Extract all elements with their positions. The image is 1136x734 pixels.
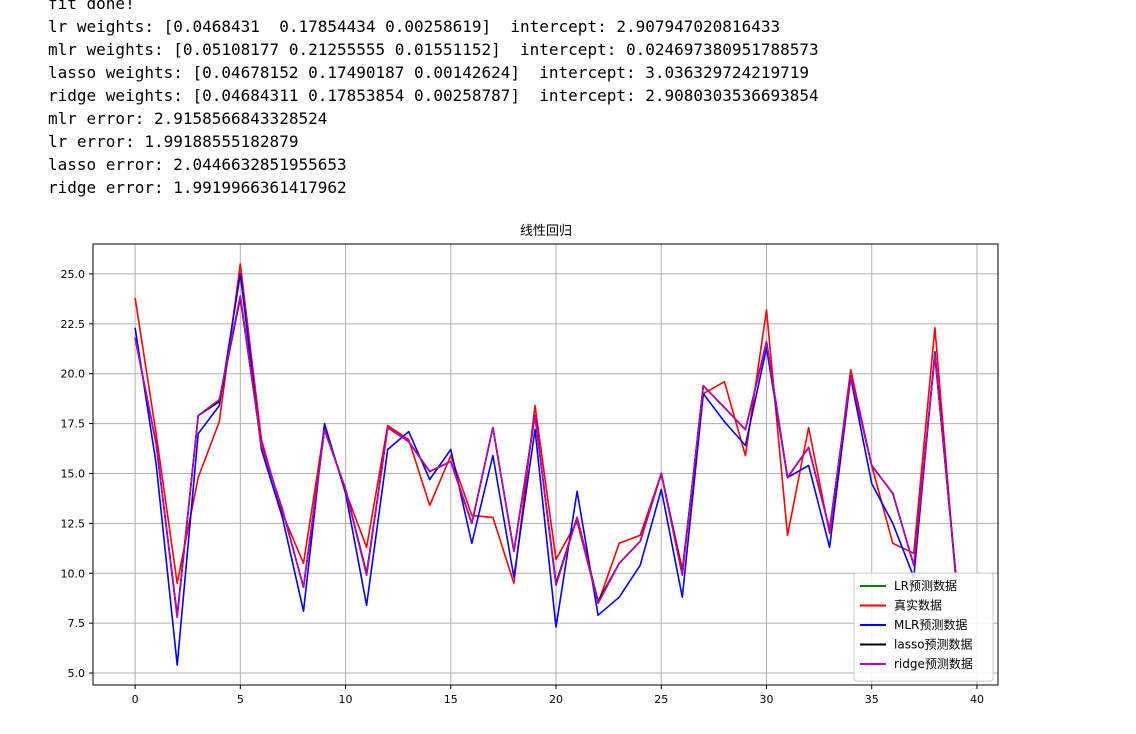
y-tick-label: 20.0 <box>61 368 86 381</box>
console-line: lasso weights: [0.04678152 0.17490187 0.… <box>48 63 809 82</box>
series-line-0 <box>134 295 957 619</box>
console-line: fit done! <box>48 0 135 13</box>
chart-figure: 线性回归 0 5 10 15 20 25 30 35 40 5.0 7.5 10.0 12.5 15.0 1… <box>0 205 1136 734</box>
y-tick-label: 5.0 <box>68 667 86 680</box>
axis-ticks: 0 5 10 15 20 25 30 35 40 5.0 7.5 10.0 12.5 15.0 17.5 20… <box>61 268 984 706</box>
console-output: fit done! lr weights: [0.0468431 0.17854… <box>48 0 1108 199</box>
y-tick-label: 7.5 <box>68 617 86 630</box>
line-chart: 线性回归 0 5 10 15 20 25 30 35 40 5.0 7.5 10.0 12.5 15.0 1… <box>61 224 999 706</box>
x-tick-label: 35 <box>865 693 879 706</box>
chart-title: 线性回归 <box>520 224 572 239</box>
legend-label: lasso预测数据 <box>894 637 973 652</box>
legend-frame <box>853 572 994 682</box>
y-tick-label: 22.5 <box>61 318 86 331</box>
series-line-4 <box>134 295 957 619</box>
console-line: ridge weights: [0.04684311 0.17853854 0.… <box>48 86 819 105</box>
y-tick-label: 12.5 <box>61 517 86 530</box>
legend-label: 真实数据 <box>894 598 942 613</box>
console-line: ridge error: 1.9919966361417962 <box>48 178 347 197</box>
x-tick-label: 0 <box>132 693 139 706</box>
series-line-1 <box>134 263 957 605</box>
console-line: mlr error: 2.9158566843328524 <box>48 109 328 128</box>
series-lines <box>134 263 957 666</box>
console-line: lr weights: [0.0468431 0.17854434 0.0025… <box>48 17 781 36</box>
y-tick-label: 15.0 <box>61 467 86 480</box>
legend-label: ridge预测数据 <box>894 656 973 671</box>
series-line-3 <box>134 297 957 617</box>
console-line: lr error: 1.99188555182879 <box>48 132 299 151</box>
console-line: lasso error: 2.0446632851955653 <box>48 155 347 174</box>
x-tick-label: 25 <box>654 693 668 706</box>
x-tick-label: 10 <box>339 693 353 706</box>
y-tick-label: 17.5 <box>61 418 86 431</box>
series-line-2 <box>134 273 957 666</box>
legend-label: LR预测数据 <box>894 578 957 593</box>
legend-label: MLR预测数据 <box>894 617 967 632</box>
x-tick-label: 30 <box>759 693 773 706</box>
x-tick-label: 40 <box>970 693 984 706</box>
x-tick-label: 5 <box>237 693 244 706</box>
y-tick-label: 10.0 <box>61 567 86 580</box>
y-tick-label: 25.0 <box>61 268 86 281</box>
x-tick-label: 20 <box>549 693 563 706</box>
plot-frame <box>92 243 999 686</box>
console-line: mlr weights: [0.05108177 0.21255555 0.01… <box>48 40 819 59</box>
x-tick-label: 15 <box>444 693 458 706</box>
